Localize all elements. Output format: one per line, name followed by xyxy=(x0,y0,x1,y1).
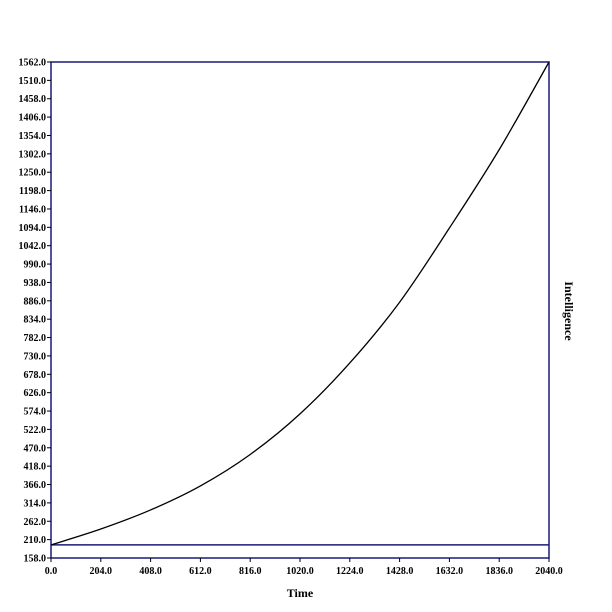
y-tick-label: 886.0 xyxy=(24,296,47,307)
x-axis-label: Time xyxy=(287,586,314,600)
y-tick-label: 626.0 xyxy=(24,388,47,399)
y-tick-label: 1406.0 xyxy=(19,113,47,124)
y-tick-label: 1354.0 xyxy=(19,131,47,142)
x-tick-label: 1020.0 xyxy=(286,566,314,577)
y-tick-label: 1042.0 xyxy=(19,241,47,252)
y-tick-label: 1250.0 xyxy=(19,168,47,179)
x-tick-label: 204.0 xyxy=(90,566,113,577)
y-axis: 158.0 210.0 262.0 314.0 366.0 418.0 470.0 522.0… xyxy=(19,58,51,565)
y-tick-label: 1198.0 xyxy=(19,186,46,197)
y-tick-label: 262.0 xyxy=(24,517,47,528)
x-tick-label: 1836.0 xyxy=(485,566,513,577)
y-tick-label: 1562.0 xyxy=(19,58,47,69)
y-tick-label: 314.0 xyxy=(24,498,47,509)
x-tick-label: 2040.0 xyxy=(535,566,563,577)
y-tick-label: 990.0 xyxy=(24,260,47,271)
plot-frame xyxy=(50,61,550,559)
y-tick-label: 834.0 xyxy=(24,315,47,326)
y-tick-label: 730.0 xyxy=(24,351,47,362)
x-tick-label: 0.0 xyxy=(45,566,58,577)
series-line xyxy=(50,61,550,546)
y-tick-label: 1146.0 xyxy=(19,204,46,215)
y-tick-label: 1458.0 xyxy=(19,94,47,105)
y-tick-label: 522.0 xyxy=(24,425,47,436)
y-tick-label: 210.0 xyxy=(24,535,47,546)
x-tick-label: 816.0 xyxy=(239,566,262,577)
x-tick-label: 1632.0 xyxy=(436,566,464,577)
y-tick-label: 366.0 xyxy=(24,480,47,491)
y-tick-label: 418.0 xyxy=(24,462,47,473)
y-tick-label: 158.0 xyxy=(24,554,47,565)
y-tick-label: 1302.0 xyxy=(19,149,47,160)
y-tick-label: 574.0 xyxy=(24,407,47,418)
x-tick-label: 1428.0 xyxy=(386,566,414,577)
x-tick-label: 408.0 xyxy=(139,566,162,577)
y-tick-label: 782.0 xyxy=(24,333,47,344)
y-axis-label: Intelligence xyxy=(562,281,576,341)
x-tick-label: 1224.0 xyxy=(336,566,364,577)
y-tick-label: 1094.0 xyxy=(19,223,47,234)
x-tick-label: 612.0 xyxy=(189,566,212,577)
y-tick-label: 1510.0 xyxy=(19,76,47,87)
y-tick-label: 678.0 xyxy=(24,370,47,381)
y-tick-label: 938.0 xyxy=(24,278,47,289)
y-tick-label: 470.0 xyxy=(24,443,47,454)
x-axis: 0.0 204.0 408.0 612.0 816.0 1020.0 1224.0 1428.… xyxy=(45,558,563,577)
